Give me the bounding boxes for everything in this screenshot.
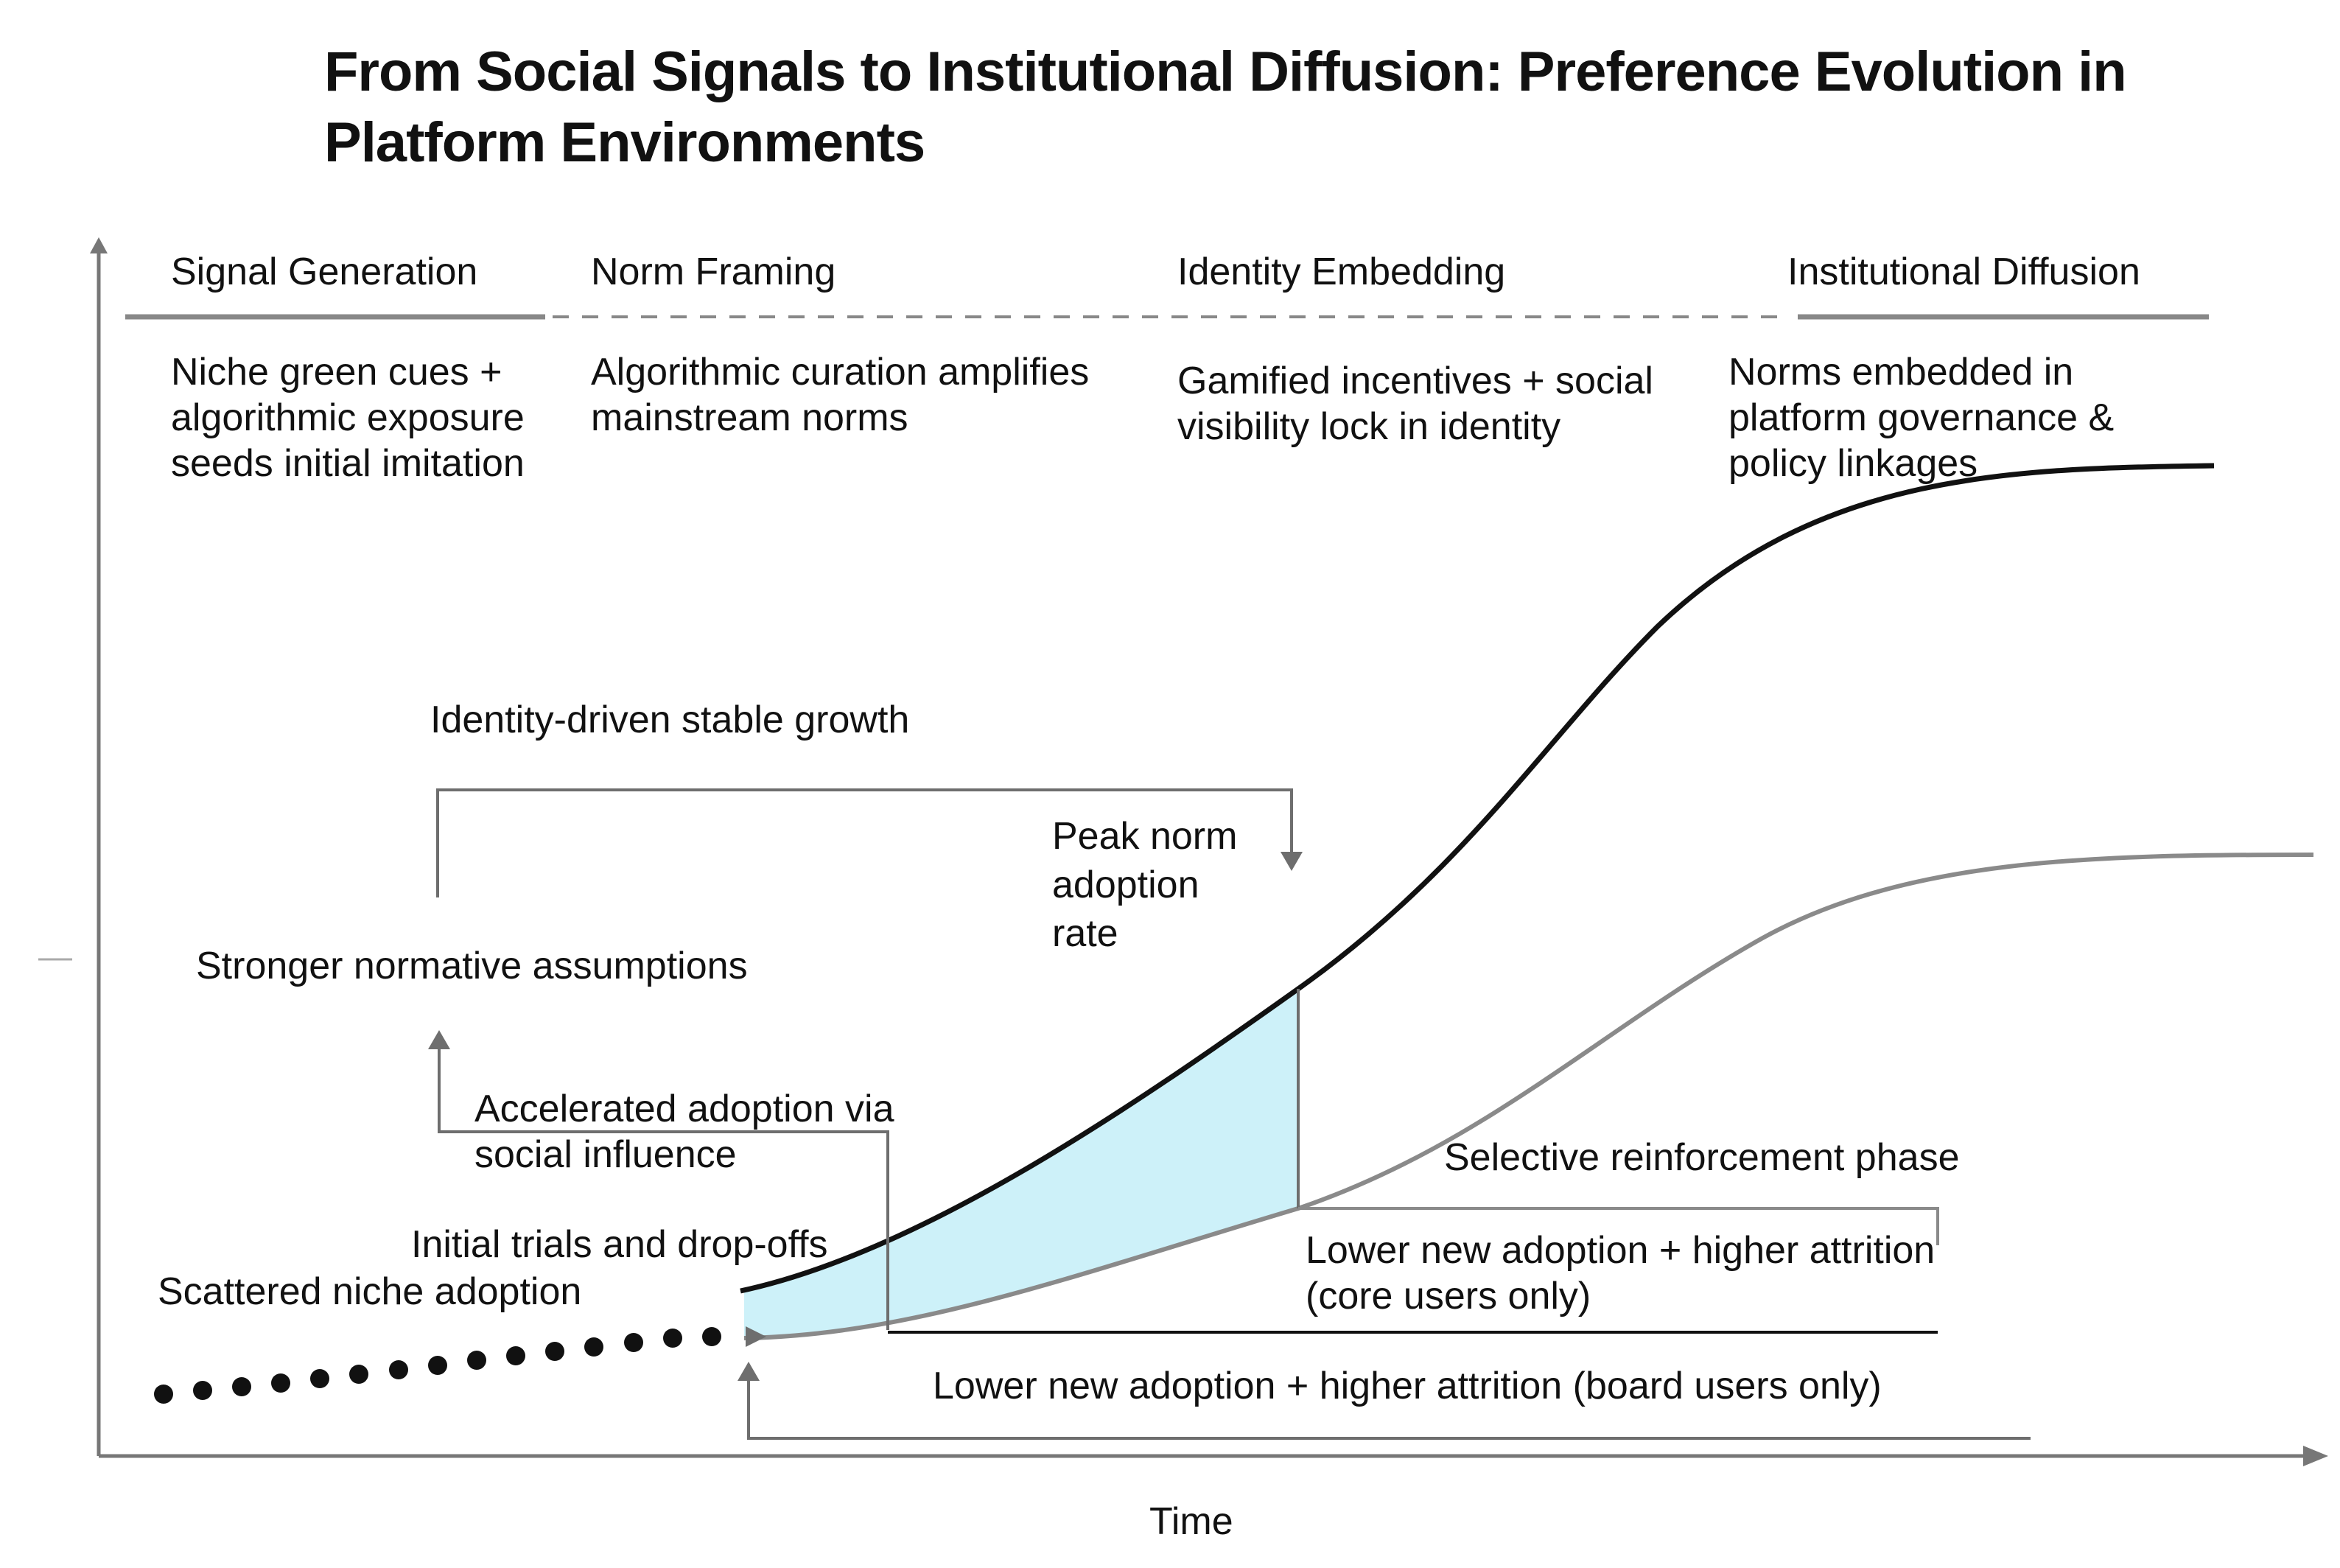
x-axis-arrow — [2303, 1446, 2328, 1466]
dots-arrowhead — [746, 1326, 766, 1347]
adoption-dot — [310, 1369, 329, 1388]
adoption-dot — [506, 1346, 525, 1365]
annotation-peak-rate: Peak norm adoption rate — [1052, 815, 1238, 955]
y-axis-arrow — [90, 237, 108, 253]
adoption-dot — [467, 1351, 486, 1370]
board-users-arrowhead — [738, 1362, 760, 1381]
phase-description-institutional-diffusion: Norms embedded in platform governance & … — [1728, 351, 2115, 485]
phase-header-norm-framing: Norm Framing — [591, 251, 836, 293]
annotation-accelerated: Accelerated adoption via social influenc… — [474, 1088, 894, 1176]
adoption-dot — [232, 1377, 251, 1396]
identity-growth-connector — [436, 788, 1293, 897]
phase-description-signal-generation: Niche green cues + algorithmic exposure … — [171, 351, 525, 485]
adoption-dot — [193, 1381, 212, 1400]
adoption-dot — [349, 1365, 368, 1384]
phase-header-identity-embedding: Identity Embedding — [1177, 251, 1506, 293]
core-users-bracket — [1298, 1207, 1939, 1245]
upper-adoption-curve — [740, 463, 2215, 1294]
annotation-identity-growth: Identity-driven stable growth — [430, 699, 910, 741]
phase-description-norm-framing: Algorithmic curation amplifies mainstrea… — [591, 351, 1090, 439]
annotation-core-users: Lower new adoption + higher attrition (c… — [1306, 1229, 1936, 1317]
annotation-stronger-norms: Stronger normative assumptions — [196, 945, 748, 987]
diagram-title: From Social Signals to Institutional Dif… — [324, 41, 2127, 174]
adoption-dot — [154, 1385, 173, 1404]
phase-header-signal-generation: Signal Generation — [171, 251, 478, 293]
annotation-initial-trials: Initial trials and drop-offs — [411, 1223, 828, 1266]
peak-adoption-area — [744, 989, 1298, 1338]
adoption-dot — [271, 1373, 290, 1393]
annotation-board-users: Lower new adoption + higher attrition (b… — [933, 1365, 1882, 1407]
adoption-dot — [545, 1342, 564, 1361]
adoption-dot — [584, 1337, 603, 1357]
accelerated-adoption-arrowhead — [428, 1030, 450, 1049]
adoption-dot — [428, 1356, 447, 1375]
phase-header-institutional-diffusion: Institutional Diffusion — [1787, 251, 2140, 293]
adoption-dot — [663, 1329, 682, 1348]
adoption-dot — [389, 1360, 408, 1379]
phase-description-identity-embedding: Gamified incentives + social visibility … — [1177, 360, 1653, 448]
identity-growth-arrowhead — [1281, 852, 1303, 871]
lower-adoption-curve — [743, 853, 2314, 1340]
board-users-connector — [747, 1378, 2031, 1440]
adoption-dot — [702, 1327, 721, 1346]
x-axis-label: Time — [1149, 1500, 1233, 1543]
accelerated-adoption-connector — [438, 1046, 889, 1330]
scattered-adoption-dots — [154, 1327, 721, 1404]
adoption-dot — [624, 1333, 643, 1352]
annotation-scattered: Scattered niche adoption — [158, 1270, 582, 1313]
annotation-selective: Selective reinforcement phase — [1444, 1136, 1960, 1179]
